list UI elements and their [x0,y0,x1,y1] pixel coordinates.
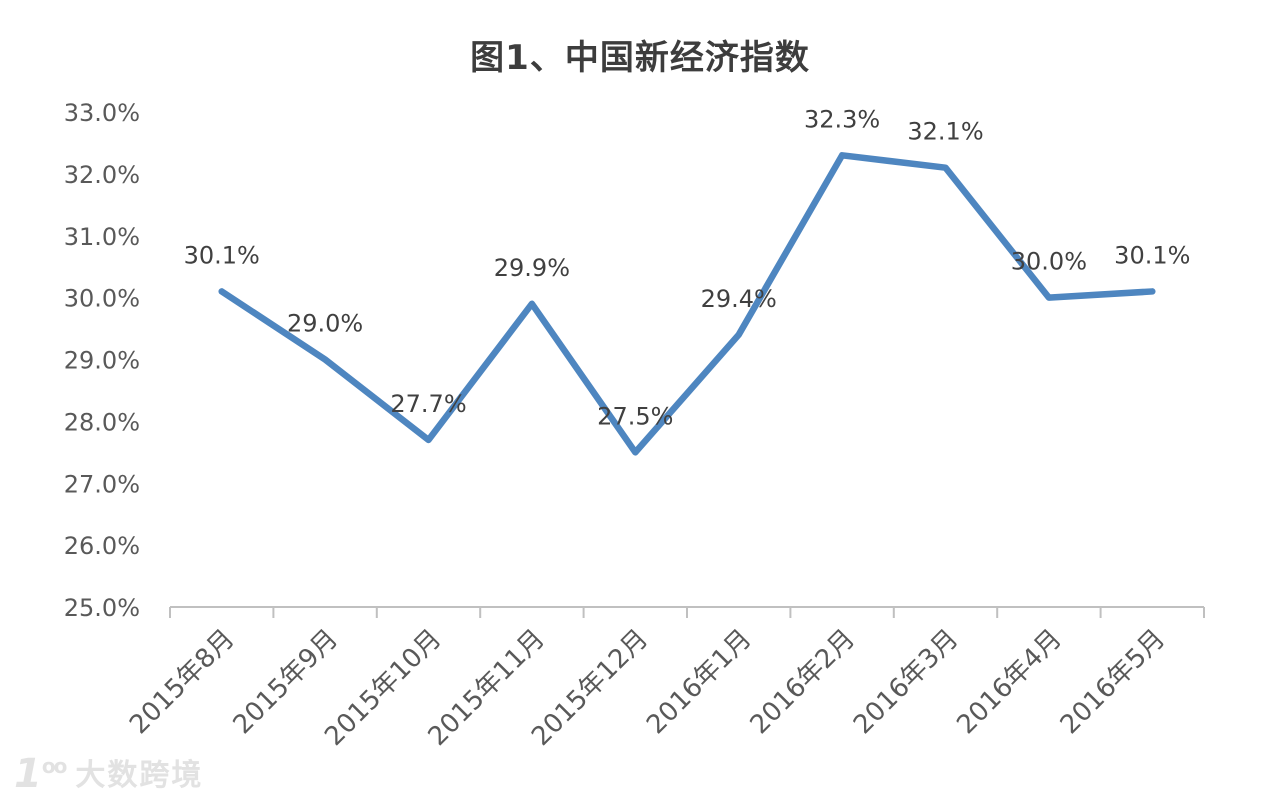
watermark-logo-circles: oo [41,754,68,778]
data-point-label: 29.0% [287,310,363,338]
data-point-label: 30.1% [184,241,260,269]
x-axis-tick-label: 2016年2月 [745,624,861,740]
y-axis-tick-label: 33.0% [64,99,140,127]
y-axis-tick-label: 28.0% [64,408,140,436]
data-point-label: 32.3% [804,105,880,133]
data-point-label: 32.1% [907,118,983,146]
data-point-label: 30.1% [1114,241,1190,269]
data-line [218,152,1156,456]
x-axis-tick-label: 2015年8月 [124,624,240,740]
x-axis-tick-label: 2016年4月 [951,624,1067,740]
watermark-logo-one: 1 [14,751,42,796]
y-axis-tick-label: 29.0% [64,347,140,375]
watermark-brand-text: 大数跨境 [75,758,204,793]
chart-title: 图1、中国新经济指数 [470,38,810,78]
x-axis-tick-label: 2016年3月 [848,624,964,740]
y-axis-tick-label: 26.0% [64,532,140,560]
y-axis-tick-label: 27.0% [64,470,140,498]
data-point-label: 29.4% [701,285,777,313]
x-axis-tick-label: 2016年1月 [641,624,757,740]
watermark-logo-icon: 1 oo [14,751,68,796]
y-axis-tick-label: 30.0% [64,285,140,313]
watermark: 1 oo 大数跨境 [14,751,204,796]
y-axis-tick-label: 31.0% [64,223,140,251]
data-point-label: 27.5% [597,402,673,430]
y-axis-tick-label: 25.0% [64,594,140,622]
data-point-label: 29.9% [494,254,570,282]
x-axis-tick-label: 2016年5月 [1055,624,1171,740]
y-axis-tick-label: 32.0% [64,161,140,189]
data-point-label: 27.7% [390,390,466,418]
data-point-label: 30.0% [1011,248,1087,276]
